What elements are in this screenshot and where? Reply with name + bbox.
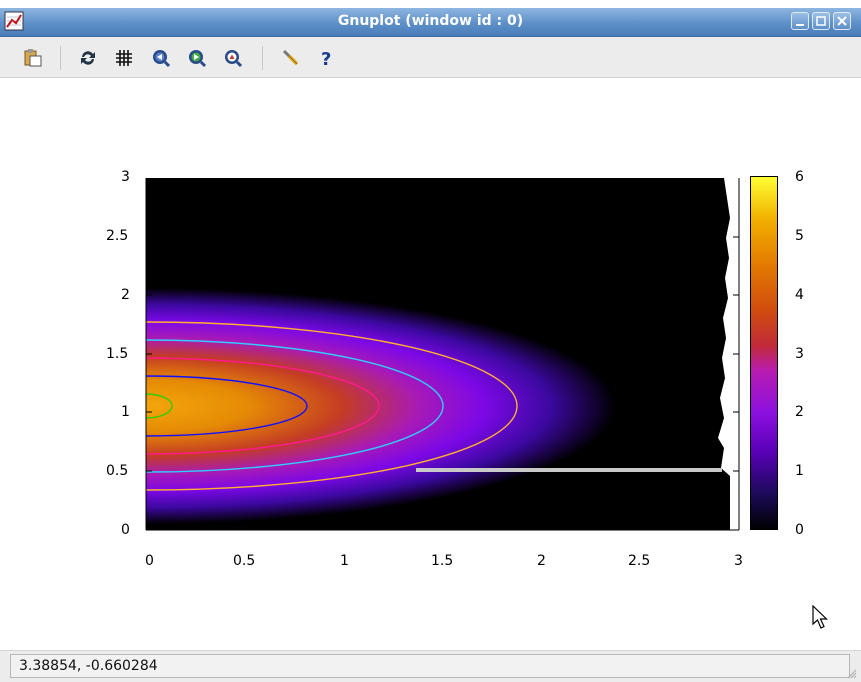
contour-line: [146, 393, 173, 419]
x-tick-label: 3: [734, 553, 743, 569]
close-icon: [837, 16, 847, 26]
caption-fragment: [0, 0, 861, 10]
zoom-previous-button[interactable]: [150, 47, 172, 69]
mouse-pointer-icon: [812, 605, 828, 629]
heatmap-svg: [146, 178, 739, 530]
x-tick-label: 1: [340, 553, 349, 569]
settings-icon: [282, 49, 299, 66]
colorbar-tick-label: 0: [795, 522, 804, 538]
y-tick-label: 2: [121, 287, 130, 303]
zoom-next-button[interactable]: [186, 47, 208, 69]
contour-line: [146, 357, 380, 455]
x-tick-label: 2: [537, 553, 546, 569]
x-tick-label: 0.5: [233, 553, 256, 569]
copy-clipboard-button[interactable]: [22, 47, 44, 69]
status-bar: 3.38854, -0.660284: [0, 650, 861, 682]
contour-line: [146, 375, 308, 437]
help-icon: ?: [321, 49, 331, 68]
unzoom-icon: [225, 50, 243, 68]
copy-clipboard-icon: [24, 49, 42, 67]
resize-grip-icon[interactable]: [847, 669, 857, 679]
gnuplot-app-icon[interactable]: [4, 11, 24, 31]
unzoom-button[interactable]: [222, 47, 244, 69]
grid-icon: [116, 50, 132, 66]
y-tick-label: 1.5: [106, 346, 129, 362]
y-tick-label: 1: [121, 404, 130, 420]
colorbar-tick-label: 1: [795, 463, 804, 479]
settings-button[interactable]: [280, 47, 302, 69]
x-tick-label: 1.5: [431, 553, 454, 569]
x-tick-label: 0: [145, 553, 154, 569]
title-bar[interactable]: Gnuplot (window id : 0): [0, 8, 861, 37]
replot-button[interactable]: [77, 47, 99, 69]
y-tick-label: 0.5: [106, 463, 129, 479]
x-tick-label: 2.5: [628, 553, 651, 569]
colorbar-tick-label: 6: [795, 169, 804, 185]
window-title: Gnuplot (window id : 0): [337, 13, 524, 29]
contour-line: [146, 321, 518, 491]
toolbar-separator: [262, 46, 263, 70]
colorbar-tick-label: 5: [795, 228, 804, 244]
colorbar: [750, 176, 778, 530]
y-tick-label: 2.5: [106, 228, 129, 244]
zoom-previous-icon: [153, 50, 171, 68]
colorbar-tick-label: 3: [795, 346, 804, 362]
colorbar-tick-label: 2: [795, 404, 804, 420]
minimize-button[interactable]: [791, 12, 809, 30]
help-button[interactable]: ?: [315, 47, 337, 69]
close-button[interactable]: [833, 12, 851, 30]
maximize-icon: [816, 16, 826, 26]
svg-text:?: ?: [321, 49, 331, 68]
y-tick-label: 0: [121, 522, 130, 538]
maximize-button[interactable]: [812, 12, 830, 30]
contour-line: [146, 339, 444, 473]
colorbar-tick-label: 4: [795, 287, 804, 303]
toolbar: ?: [0, 37, 861, 78]
minimize-icon: [796, 24, 804, 26]
grid-button[interactable]: [113, 47, 135, 69]
replot-icon: [81, 51, 95, 65]
cursor-coordinates: 3.38854, -0.660284: [10, 654, 850, 678]
y-tick-label: 3: [121, 169, 130, 185]
heatmap: [146, 178, 739, 530]
zoom-next-icon: [189, 50, 207, 68]
toolbar-separator: [60, 46, 61, 70]
